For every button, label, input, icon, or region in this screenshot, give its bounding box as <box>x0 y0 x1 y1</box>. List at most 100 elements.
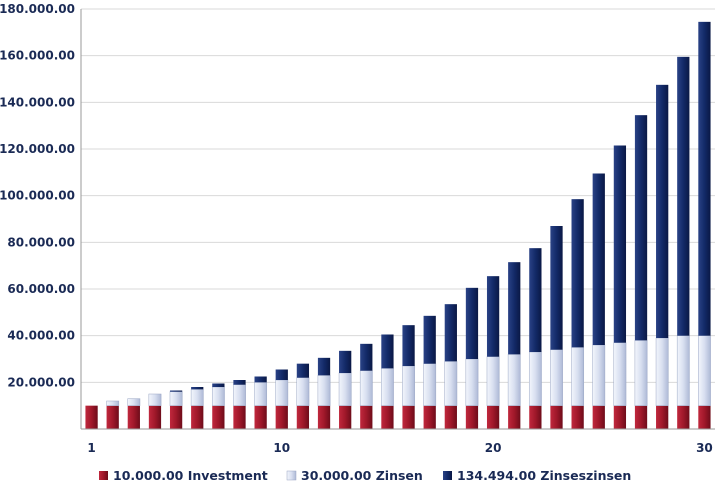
bar-zinseszinsen <box>613 145 627 343</box>
bar-investment <box>486 405 500 429</box>
bar-zinseszinsen <box>254 376 267 383</box>
legend-zinsen: 30.000.00 Zinsen <box>286 468 423 483</box>
bar-investment <box>677 405 690 429</box>
bar-zinsen <box>211 386 225 406</box>
legend-label: 10.000.00 Investment <box>113 468 268 483</box>
bar-investment <box>339 405 352 429</box>
x-axis-tick-labels: 1 10 20 30 <box>87 441 712 455</box>
bar-zinseszinsen <box>571 199 584 348</box>
legend-investment: 10.000.00 Investment <box>99 468 268 483</box>
bar-investment <box>106 405 119 429</box>
y-tick-label: 60.000.00 <box>7 282 75 296</box>
bar-investment <box>127 405 140 429</box>
bar-investment <box>656 405 669 429</box>
bar-investment <box>212 405 225 429</box>
bar-investment <box>423 405 436 429</box>
bar-zinsen <box>381 368 394 406</box>
bar-zinseszinsen <box>592 173 605 345</box>
bar-zinseszinsen <box>529 248 542 352</box>
bar-investment <box>444 405 457 429</box>
bar-zinsen <box>528 351 542 406</box>
bar-investment <box>317 405 331 429</box>
x-tick-label: 1 <box>87 441 95 455</box>
legend-zinseszinsen: 134.494.00 Zinseszinsen <box>443 468 631 483</box>
bar-zinseszinsen <box>191 387 204 390</box>
bar-zinseszinsen <box>381 334 394 369</box>
bar-zinseszinsen <box>423 315 436 364</box>
bar-zinsen <box>465 358 479 406</box>
bar-zinsen <box>444 361 458 406</box>
y-tick-label: 20.000.00 <box>7 375 75 389</box>
bar-zinseszinsen <box>550 226 563 350</box>
bar-zinsen <box>338 372 352 406</box>
bar-investment <box>592 405 605 429</box>
bar-zinsen <box>275 379 289 406</box>
legend-label: 134.494.00 Zinseszinsen <box>457 468 631 483</box>
y-tick-label: 40.000.00 <box>7 329 75 343</box>
bar-investment <box>508 405 521 429</box>
axes <box>80 9 715 430</box>
y-axis-tick-labels: 20.000.00 40.000.00 60.000.00 80.000.00 100.… <box>0 2 75 389</box>
bars <box>85 21 711 429</box>
y-tick-label: 180.000.00 <box>0 2 75 16</box>
bar-investment <box>402 405 415 429</box>
bar-zinsen <box>233 384 246 406</box>
bar-zinseszinsen <box>212 383 225 387</box>
bar-zinseszinsen <box>402 325 415 366</box>
bar-zinseszinsen <box>508 262 521 355</box>
y-tick-label: 140.000.00 <box>0 95 75 109</box>
bar-investment <box>85 405 98 429</box>
bar-zinsen <box>550 349 563 406</box>
gridlines <box>81 8 715 383</box>
bar-investment <box>233 405 246 429</box>
bar-zinsen <box>655 337 669 406</box>
legend-swatch <box>99 471 108 480</box>
bar-investment <box>465 405 479 429</box>
bar-zinseszinsen <box>486 276 500 357</box>
legend-swatch <box>286 470 297 481</box>
bar-zinsen <box>592 344 606 406</box>
bar-investment <box>191 405 204 429</box>
bar-zinseszinsen <box>465 287 479 359</box>
bar-investment <box>381 405 394 429</box>
bar-zinseszinsen <box>656 84 669 338</box>
bar-zinsen <box>148 393 162 406</box>
x-tick-label: 20 <box>485 441 502 455</box>
bar-zinseszinsen <box>677 56 690 336</box>
bar-investment <box>360 405 373 429</box>
bar-investment <box>169 405 183 429</box>
y-tick-label: 100.000.00 <box>0 189 75 203</box>
bar-zinsen <box>423 363 437 406</box>
bar-zinsen <box>634 340 648 406</box>
bar-zinseszinsen <box>317 357 331 376</box>
x-tick-label: 10 <box>273 441 290 455</box>
legend: 10.000.00 Investment 30.000.00 Zinsen 134.… <box>99 468 631 483</box>
bar-zinseszinsen <box>360 343 373 371</box>
y-tick-label: 80.000.00 <box>7 235 75 249</box>
bar-zinsen <box>296 377 310 406</box>
bar-zinsen <box>571 347 585 406</box>
bar-zinsen <box>402 365 415 406</box>
bar-investment <box>529 405 542 429</box>
bar-investment <box>571 405 584 429</box>
bar-investment <box>254 405 267 429</box>
bar-investment <box>613 405 627 429</box>
bar-zinsen <box>676 335 690 406</box>
bar-zinsen <box>359 370 373 406</box>
bar-zinseszinsen <box>634 115 648 341</box>
legend-label: 30.000.00 Zinsen <box>301 468 423 483</box>
bar-investment <box>550 405 563 429</box>
bar-investment <box>698 405 711 429</box>
bar-investment <box>275 405 288 429</box>
bar-zinseszinsen <box>698 21 711 336</box>
bar-zinsen <box>169 391 183 406</box>
bar-zinseszinsen <box>296 363 310 378</box>
bar-investment <box>634 405 648 429</box>
y-tick-label: 160.000.00 <box>0 49 75 63</box>
legend-swatch <box>443 471 452 480</box>
bar-zinsen <box>127 398 141 406</box>
bar-zinseszinsen <box>275 369 288 380</box>
bar-zinsen <box>613 342 627 406</box>
bar-zinsen <box>698 335 711 406</box>
